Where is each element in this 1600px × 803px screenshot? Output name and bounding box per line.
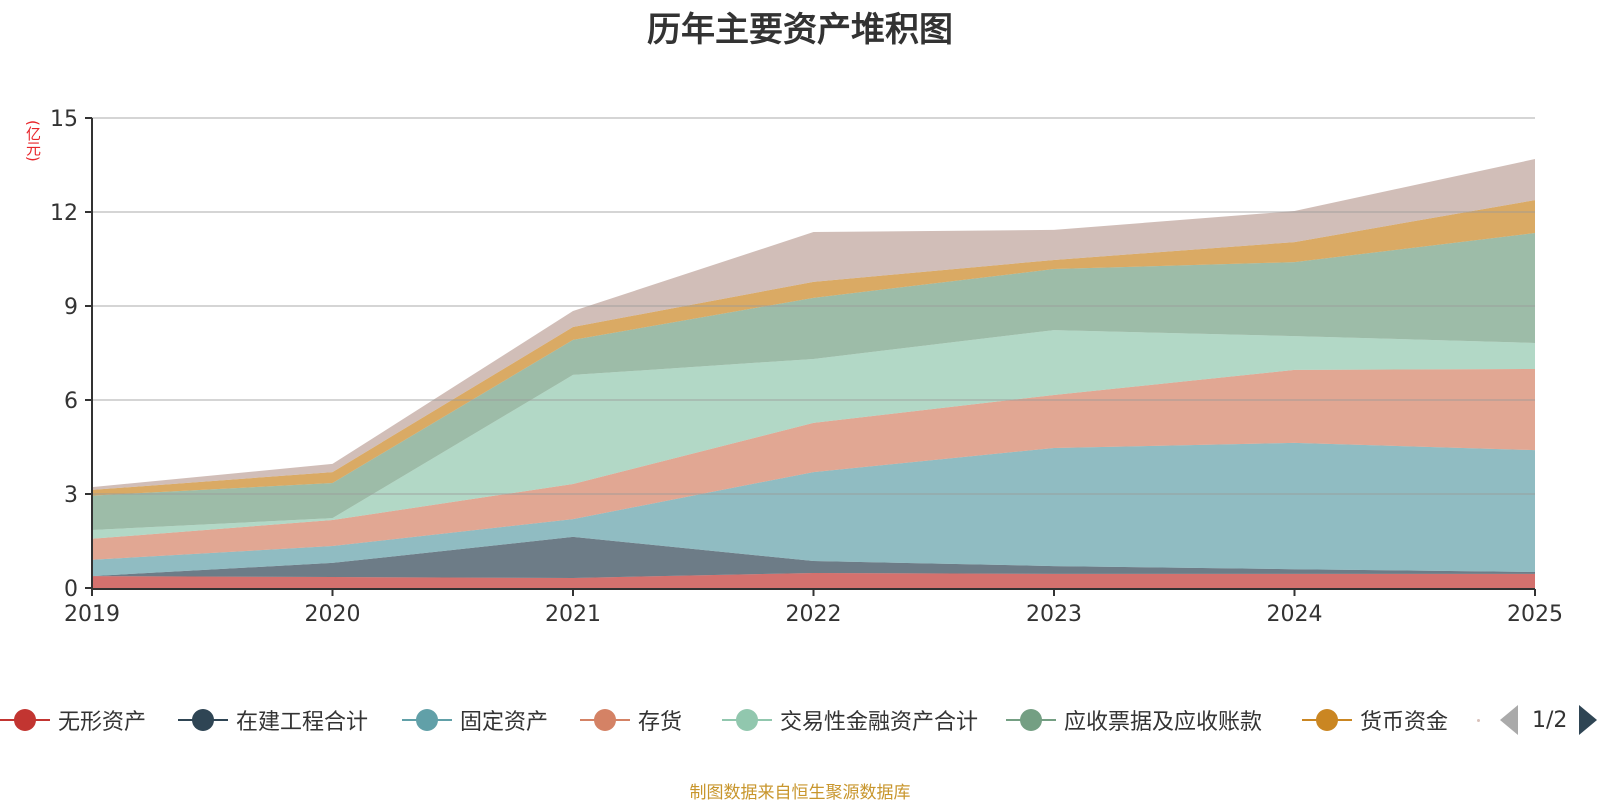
legend-item[interactable]: 货币资金 (1302, 702, 1448, 738)
area-series-2 (92, 442, 1535, 577)
x-tick-label: 2025 (1507, 602, 1563, 627)
y-tick-label: 15 (50, 107, 78, 132)
legend-pager: 1/2 (1500, 702, 1598, 738)
area-series-0 (92, 572, 1535, 588)
x-tick-label: 2021 (545, 602, 601, 627)
legend-page-indicator: 1/2 (1532, 707, 1568, 733)
legend-marker-icon (178, 702, 228, 738)
legend-label: 应收票据及应收账款 (1064, 710, 1263, 735)
area-series-7 (92, 159, 1535, 490)
legend-item[interactable]: 无形资产 (0, 702, 146, 738)
legend-marker-icon (0, 702, 50, 738)
y-tick-label: 6 (64, 389, 78, 414)
legend-label: 固定资产 (460, 710, 549, 735)
area-series-1 (92, 536, 1535, 578)
legend-label: 无形资产 (58, 710, 147, 735)
y-tick-label: 3 (64, 483, 78, 508)
area-series-5 (92, 232, 1535, 531)
y-axis-unit-label: (亿元) (24, 120, 42, 162)
legend-marker-icon (402, 702, 452, 738)
area-series-4 (92, 330, 1535, 539)
y-tick-label: 0 (64, 577, 78, 602)
area-series (92, 159, 1535, 588)
legend-item[interactable]: 交易性金融资产合计 (722, 702, 978, 738)
legend-label: 交易性金融资产合计 (780, 710, 979, 735)
x-tick-label: 2024 (1267, 602, 1323, 627)
legend-overflow-dot (1477, 719, 1480, 722)
legend-label: 存货 (638, 710, 683, 735)
legend-label: 在建工程合计 (236, 710, 369, 735)
legend-marker-icon (1006, 702, 1056, 738)
x-tick-label: 2019 (64, 602, 120, 627)
legend-marker-icon (580, 702, 630, 738)
legend-label: 货币资金 (1360, 710, 1449, 735)
legend-item[interactable]: 固定资产 (402, 702, 548, 738)
x-tick-label: 2023 (1026, 602, 1082, 627)
legend-marker-icon (722, 702, 772, 738)
legend-item[interactable]: 应收票据及应收账款 (1006, 702, 1262, 738)
area-series-6 (92, 200, 1535, 496)
legend-marker-icon (1302, 702, 1352, 738)
triangle-left-icon[interactable] (1500, 705, 1518, 735)
y-tick-label: 9 (64, 295, 78, 320)
data-source-note: 制图数据来自恒生聚源数据库 (689, 783, 911, 803)
legend-item[interactable]: 在建工程合计 (178, 702, 368, 738)
x-tick-label: 2022 (786, 602, 842, 627)
y-tick-label: 12 (50, 201, 78, 226)
x-tick-label: 2020 (305, 602, 361, 627)
legend-item[interactable]: 存货 (580, 702, 682, 738)
stacked-area-chart: 0 3 6 9 12 15 2019 2020 2021 2022 2023 2024 2025 (50, 107, 1563, 627)
chart-title: 历年主要资产堆积图 (647, 10, 953, 50)
area-series-3 (92, 368, 1535, 560)
triangle-right-icon[interactable] (1579, 705, 1598, 735)
legend: 无形资产 在建工程合计 固定资产 存货 交易性金融资产合计 应收票据及应收账款 货币资金 (0, 702, 1600, 738)
axes: 0 3 6 9 12 15 2019 2020 2021 2022 2023 2024 2025 (50, 107, 1563, 627)
